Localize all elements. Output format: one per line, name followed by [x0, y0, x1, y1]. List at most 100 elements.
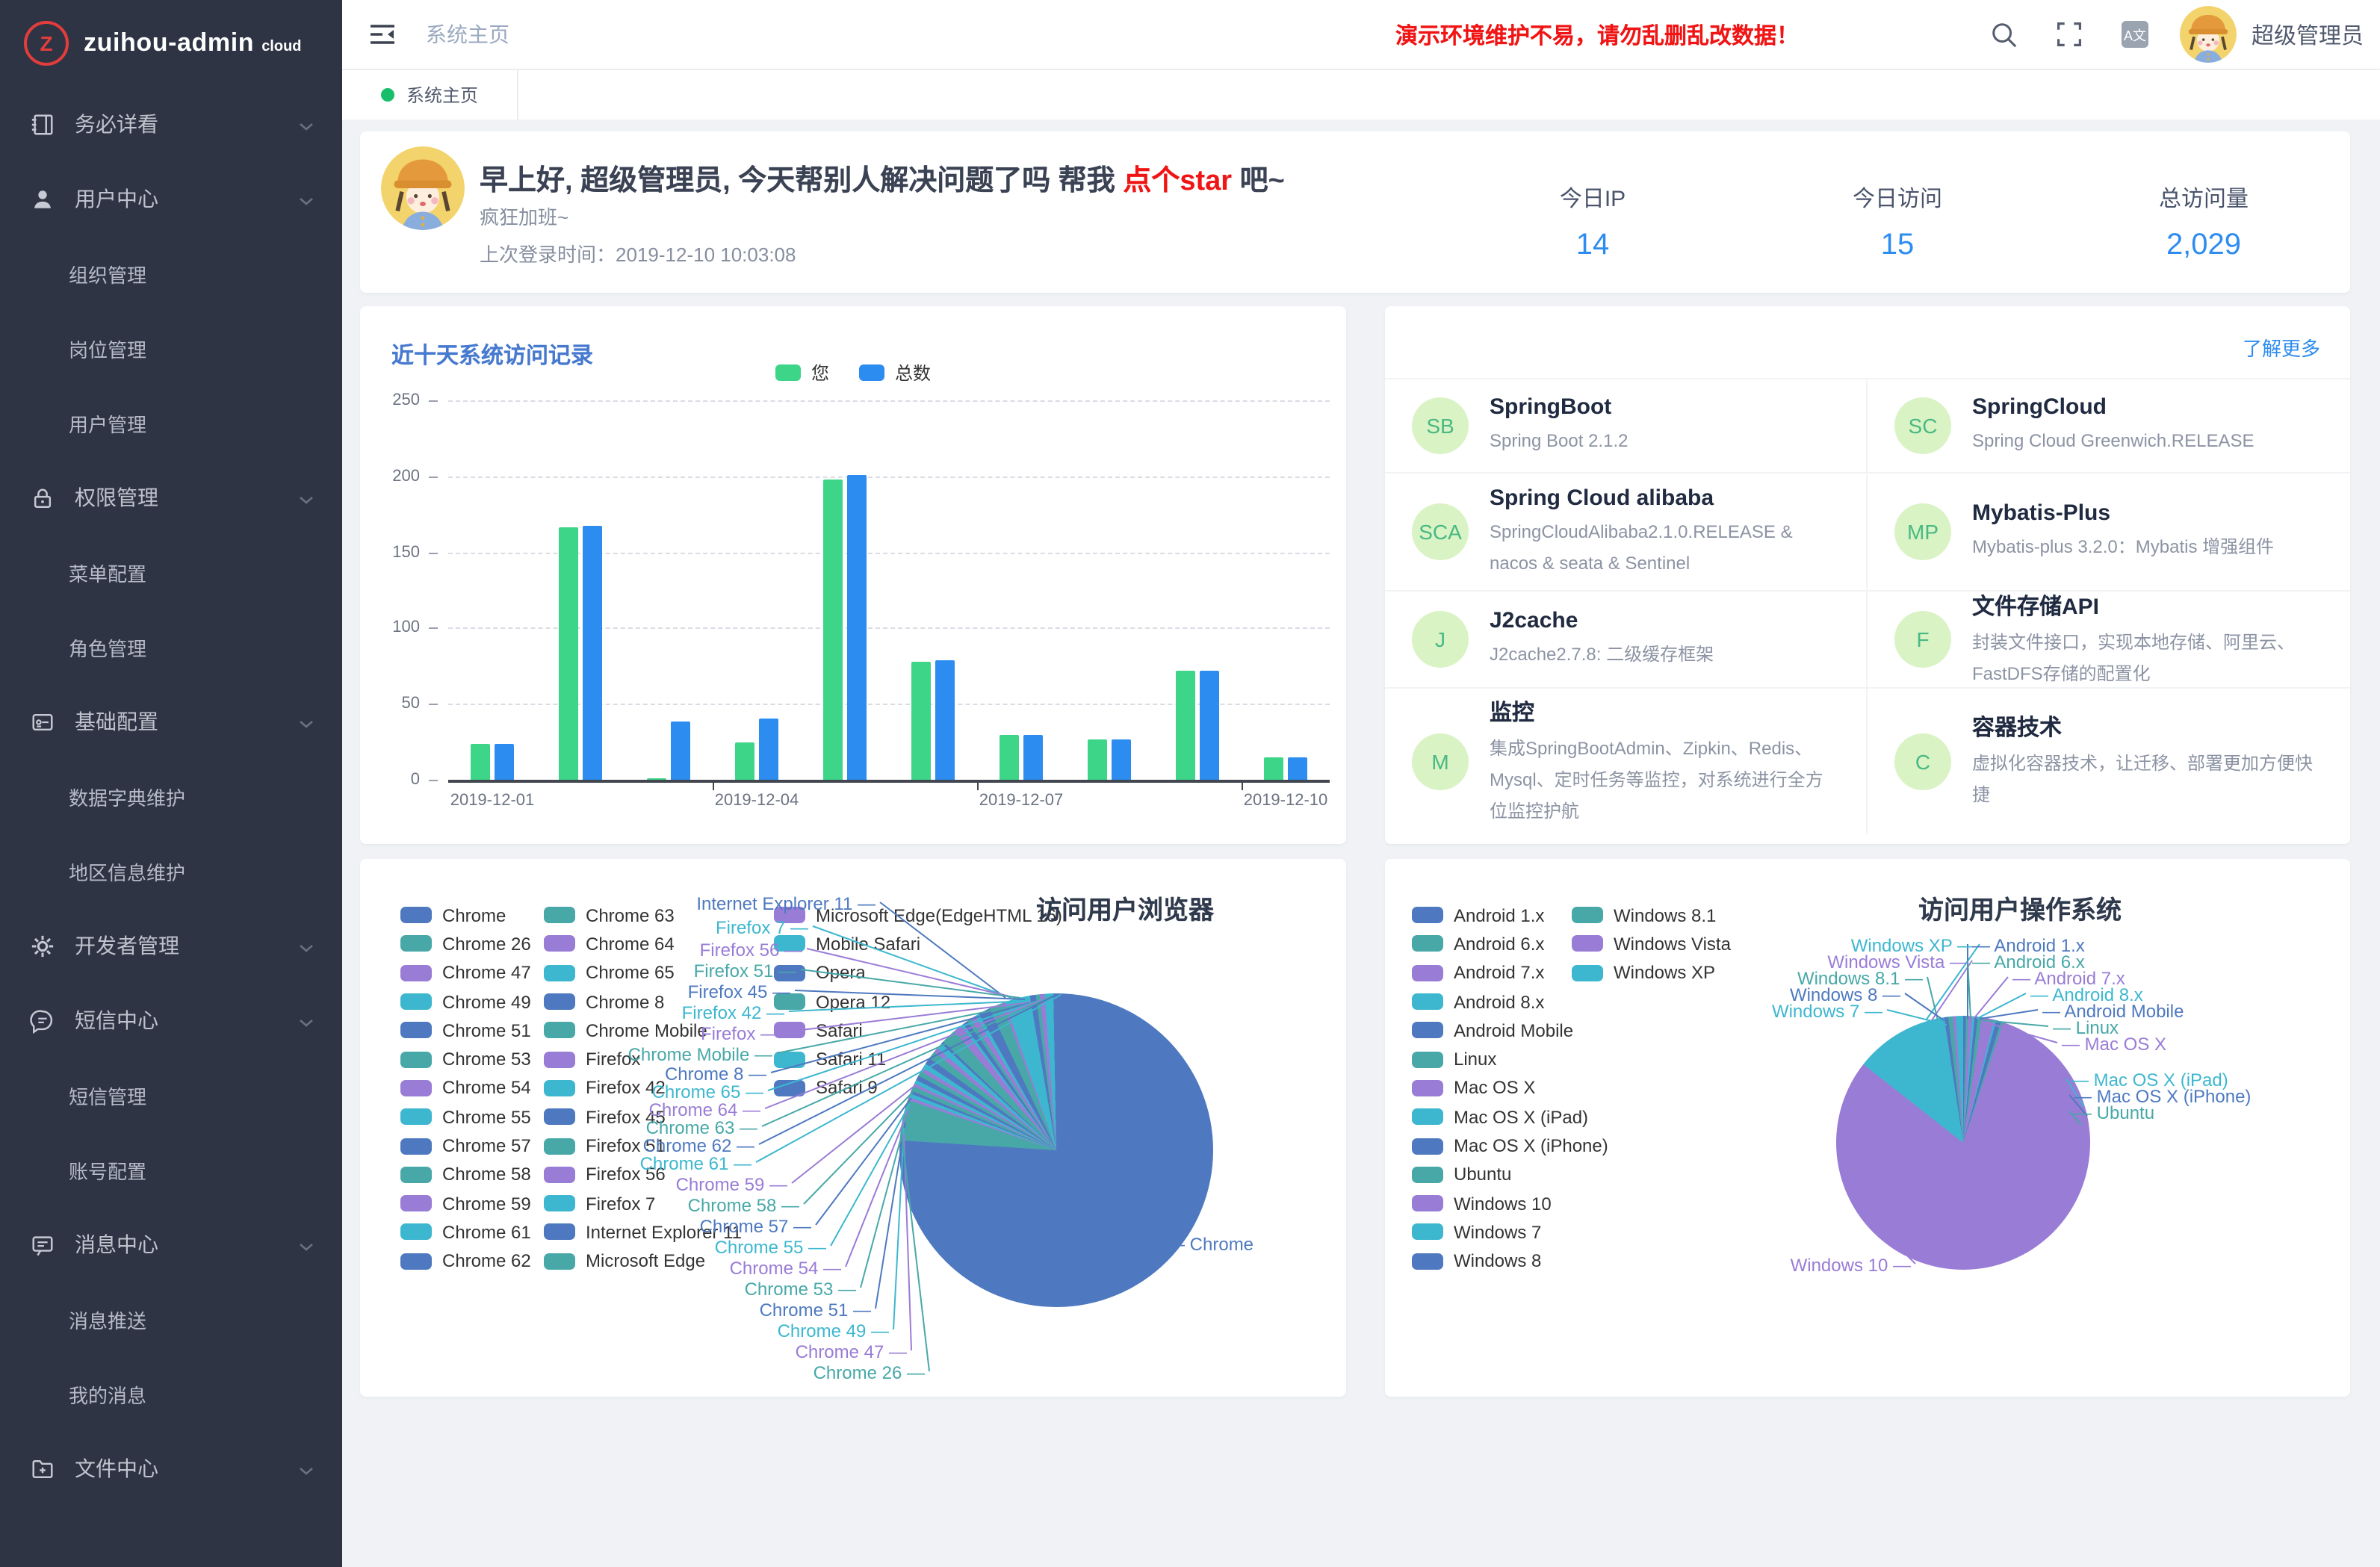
legend-item[interactable]: Firefox — [544, 1045, 742, 1074]
browser-pie[interactable] — [899, 993, 1213, 1307]
legend-item[interactable]: Chrome 65 — [544, 958, 742, 987]
chevron-down-icon — [299, 1008, 314, 1032]
legend-item[interactable]: Mac OS X (iPad) — [1412, 1102, 1608, 1132]
sidebar-item[interactable]: 我的消息 — [0, 1356, 342, 1431]
language-icon[interactable]: A文 — [2121, 21, 2148, 48]
legend-item[interactable]: Firefox 56 — [544, 1160, 742, 1189]
sidebar-item[interactable]: 数据字典维护 — [0, 759, 342, 834]
breadcrumb[interactable]: 系统主页 — [426, 22, 509, 46]
legend-item[interactable]: Chrome 64 — [544, 930, 742, 959]
legend-item[interactable]: Windows XP — [1572, 958, 1731, 987]
legend-item[interactable]: Chrome 58 — [400, 1160, 531, 1189]
app-logo[interactable]: Z zuihou-admin cloud — [0, 0, 342, 66]
legend-item[interactable]: Android 1.x — [1412, 901, 1608, 930]
legend-item[interactable]: Windows 8.1 — [1572, 901, 1731, 930]
legend-item[interactable]: Chrome 61 — [400, 1218, 531, 1247]
legend-item[interactable]: Chrome 53 — [400, 1045, 531, 1074]
legend-item[interactable]: Linux — [1412, 1045, 1608, 1074]
sidebar-item[interactable]: 基础配置 — [0, 684, 342, 759]
sidebar-item[interactable]: 短信管理 — [0, 1058, 342, 1132]
tech-item: SC SpringCloud Spring Cloud Greenwich.RELE… — [1868, 378, 2350, 472]
legend-item[interactable]: Android Mobile — [1412, 1016, 1608, 1045]
sidebar-item-label: 岗位管理 — [69, 338, 147, 361]
sidebar-item[interactable]: 用户管理 — [0, 385, 342, 460]
sidebar-item[interactable]: 地区信息维护 — [0, 834, 342, 908]
bar — [1200, 670, 1219, 780]
legend-item[interactable]: Windows 8 — [1412, 1247, 1608, 1276]
legend-item[interactable]: Opera — [774, 958, 1062, 987]
sidebar-item[interactable]: 短信中心 — [0, 983, 342, 1058]
legend-item[interactable]: Windows 10 — [1412, 1189, 1608, 1218]
sidebar-item[interactable]: 务必详看 — [0, 87, 342, 161]
menu-collapse-icon[interactable] — [368, 19, 397, 49]
username[interactable]: 超级管理员 — [2251, 23, 2364, 49]
legend-item[interactable]: Mac OS X — [1412, 1074, 1608, 1103]
sidebar-item[interactable]: 组织管理 — [0, 236, 342, 311]
legend-item[interactable]: Mac OS X (iPhone) — [1412, 1132, 1608, 1161]
legend-item[interactable]: Internet Explorer 11 — [544, 1218, 742, 1247]
search-icon[interactable] — [1990, 20, 2018, 49]
avatar[interactable] — [2180, 6, 2237, 63]
sidebar-item[interactable]: 文件中心 — [0, 1431, 342, 1506]
sidebar-item[interactable]: 用户中心 — [0, 161, 342, 236]
legend-item[interactable]: 总数 — [859, 360, 931, 385]
os-pie[interactable] — [1836, 1016, 2090, 1270]
learn-more-link[interactable]: 了解更多 — [2242, 338, 2320, 360]
legend-item[interactable]: Chrome 8 — [544, 987, 742, 1017]
fullscreen-icon[interactable] — [2056, 20, 2084, 49]
pie-label: Chrome Mobile — — [627, 1044, 772, 1065]
legend-swatch — [544, 1166, 575, 1183]
pie-label: — Mac OS X (iPhone) — [2074, 1086, 2252, 1107]
legend-label: Windows 7 — [1454, 1221, 1542, 1243]
legend-item[interactable]: Firefox 42 — [544, 1074, 742, 1103]
tech-badge: M — [1412, 733, 1469, 789]
legend-swatch — [859, 364, 884, 381]
legend-item[interactable]: Firefox 7 — [544, 1189, 742, 1218]
legend-item[interactable]: Android 8.x — [1412, 987, 1608, 1017]
legend-item[interactable]: Android 7.x — [1412, 958, 1608, 987]
legend-item[interactable]: Firefox 51 — [544, 1132, 742, 1161]
pie-label: Chrome 47 — — [795, 1341, 907, 1362]
sidebar-item[interactable]: 开发者管理 — [0, 908, 342, 983]
legend-item[interactable]: Firefox 45 — [544, 1102, 742, 1132]
pie-label: Chrome 51 — — [759, 1300, 871, 1321]
bar — [1264, 757, 1283, 780]
pie-label: — Linux — [2053, 1017, 2119, 1038]
star-link[interactable]: 点个star — [1123, 166, 1233, 197]
sidebar-item[interactable]: 消息推送 — [0, 1282, 342, 1356]
legend-item[interactable]: Chrome 26 — [400, 930, 531, 959]
legend-item[interactable]: Chrome 51 — [400, 1016, 531, 1045]
legend-item[interactable]: Chrome 47 — [400, 958, 531, 987]
legend-item[interactable]: Ubuntu — [1412, 1160, 1608, 1189]
legend-swatch — [1412, 1166, 1443, 1183]
sidebar-item[interactable]: 菜单配置 — [0, 535, 342, 609]
pie-label: — Android 7.x — [2012, 968, 2125, 989]
sidebar-item[interactable]: 角色管理 — [0, 609, 342, 684]
sidebar-item[interactable]: 消息中心 — [0, 1207, 342, 1282]
legend-item[interactable]: Chrome 57 — [400, 1132, 531, 1161]
sidebar-item[interactable]: 岗位管理 — [0, 311, 342, 385]
legend-item[interactable]: 您 — [775, 360, 829, 385]
sidebar-item[interactable]: 权限管理 — [0, 460, 342, 535]
legend-item[interactable]: Mobile Safari — [774, 930, 1062, 959]
x-axis-tick — [1242, 783, 1243, 790]
legend-item[interactable]: Chrome 55 — [400, 1102, 531, 1132]
legend-item[interactable]: Microsoft Edge — [544, 1247, 742, 1276]
legend-item[interactable]: Chrome 59 — [400, 1189, 531, 1218]
sidebar-item[interactable]: 账号配置 — [0, 1132, 342, 1207]
legend-item[interactable]: Windows 7 — [1412, 1218, 1608, 1247]
legend-item[interactable]: Chrome 49 — [400, 987, 531, 1017]
tech-desc: Spring Cloud Greenwich.RELEASE — [1972, 430, 2255, 451]
legend-item[interactable]: Android 6.x — [1412, 930, 1608, 959]
legend-item[interactable]: Chrome 62 — [400, 1247, 531, 1276]
chevron-down-icon — [299, 112, 314, 136]
legend-item[interactable]: Chrome Mobile — [544, 1016, 742, 1045]
sidebar-item-label: 开发者管理 — [75, 934, 179, 958]
legend-item[interactable]: Chrome 63 — [544, 901, 742, 930]
tab-home[interactable]: 系统主页 — [342, 70, 519, 120]
legend-item[interactable]: Windows Vista — [1572, 930, 1731, 959]
legend-item[interactable]: Chrome 54 — [400, 1074, 531, 1103]
tab-active-dot — [381, 88, 394, 102]
legend-item[interactable]: Chrome — [400, 901, 531, 930]
greeting-avatar — [381, 146, 465, 230]
